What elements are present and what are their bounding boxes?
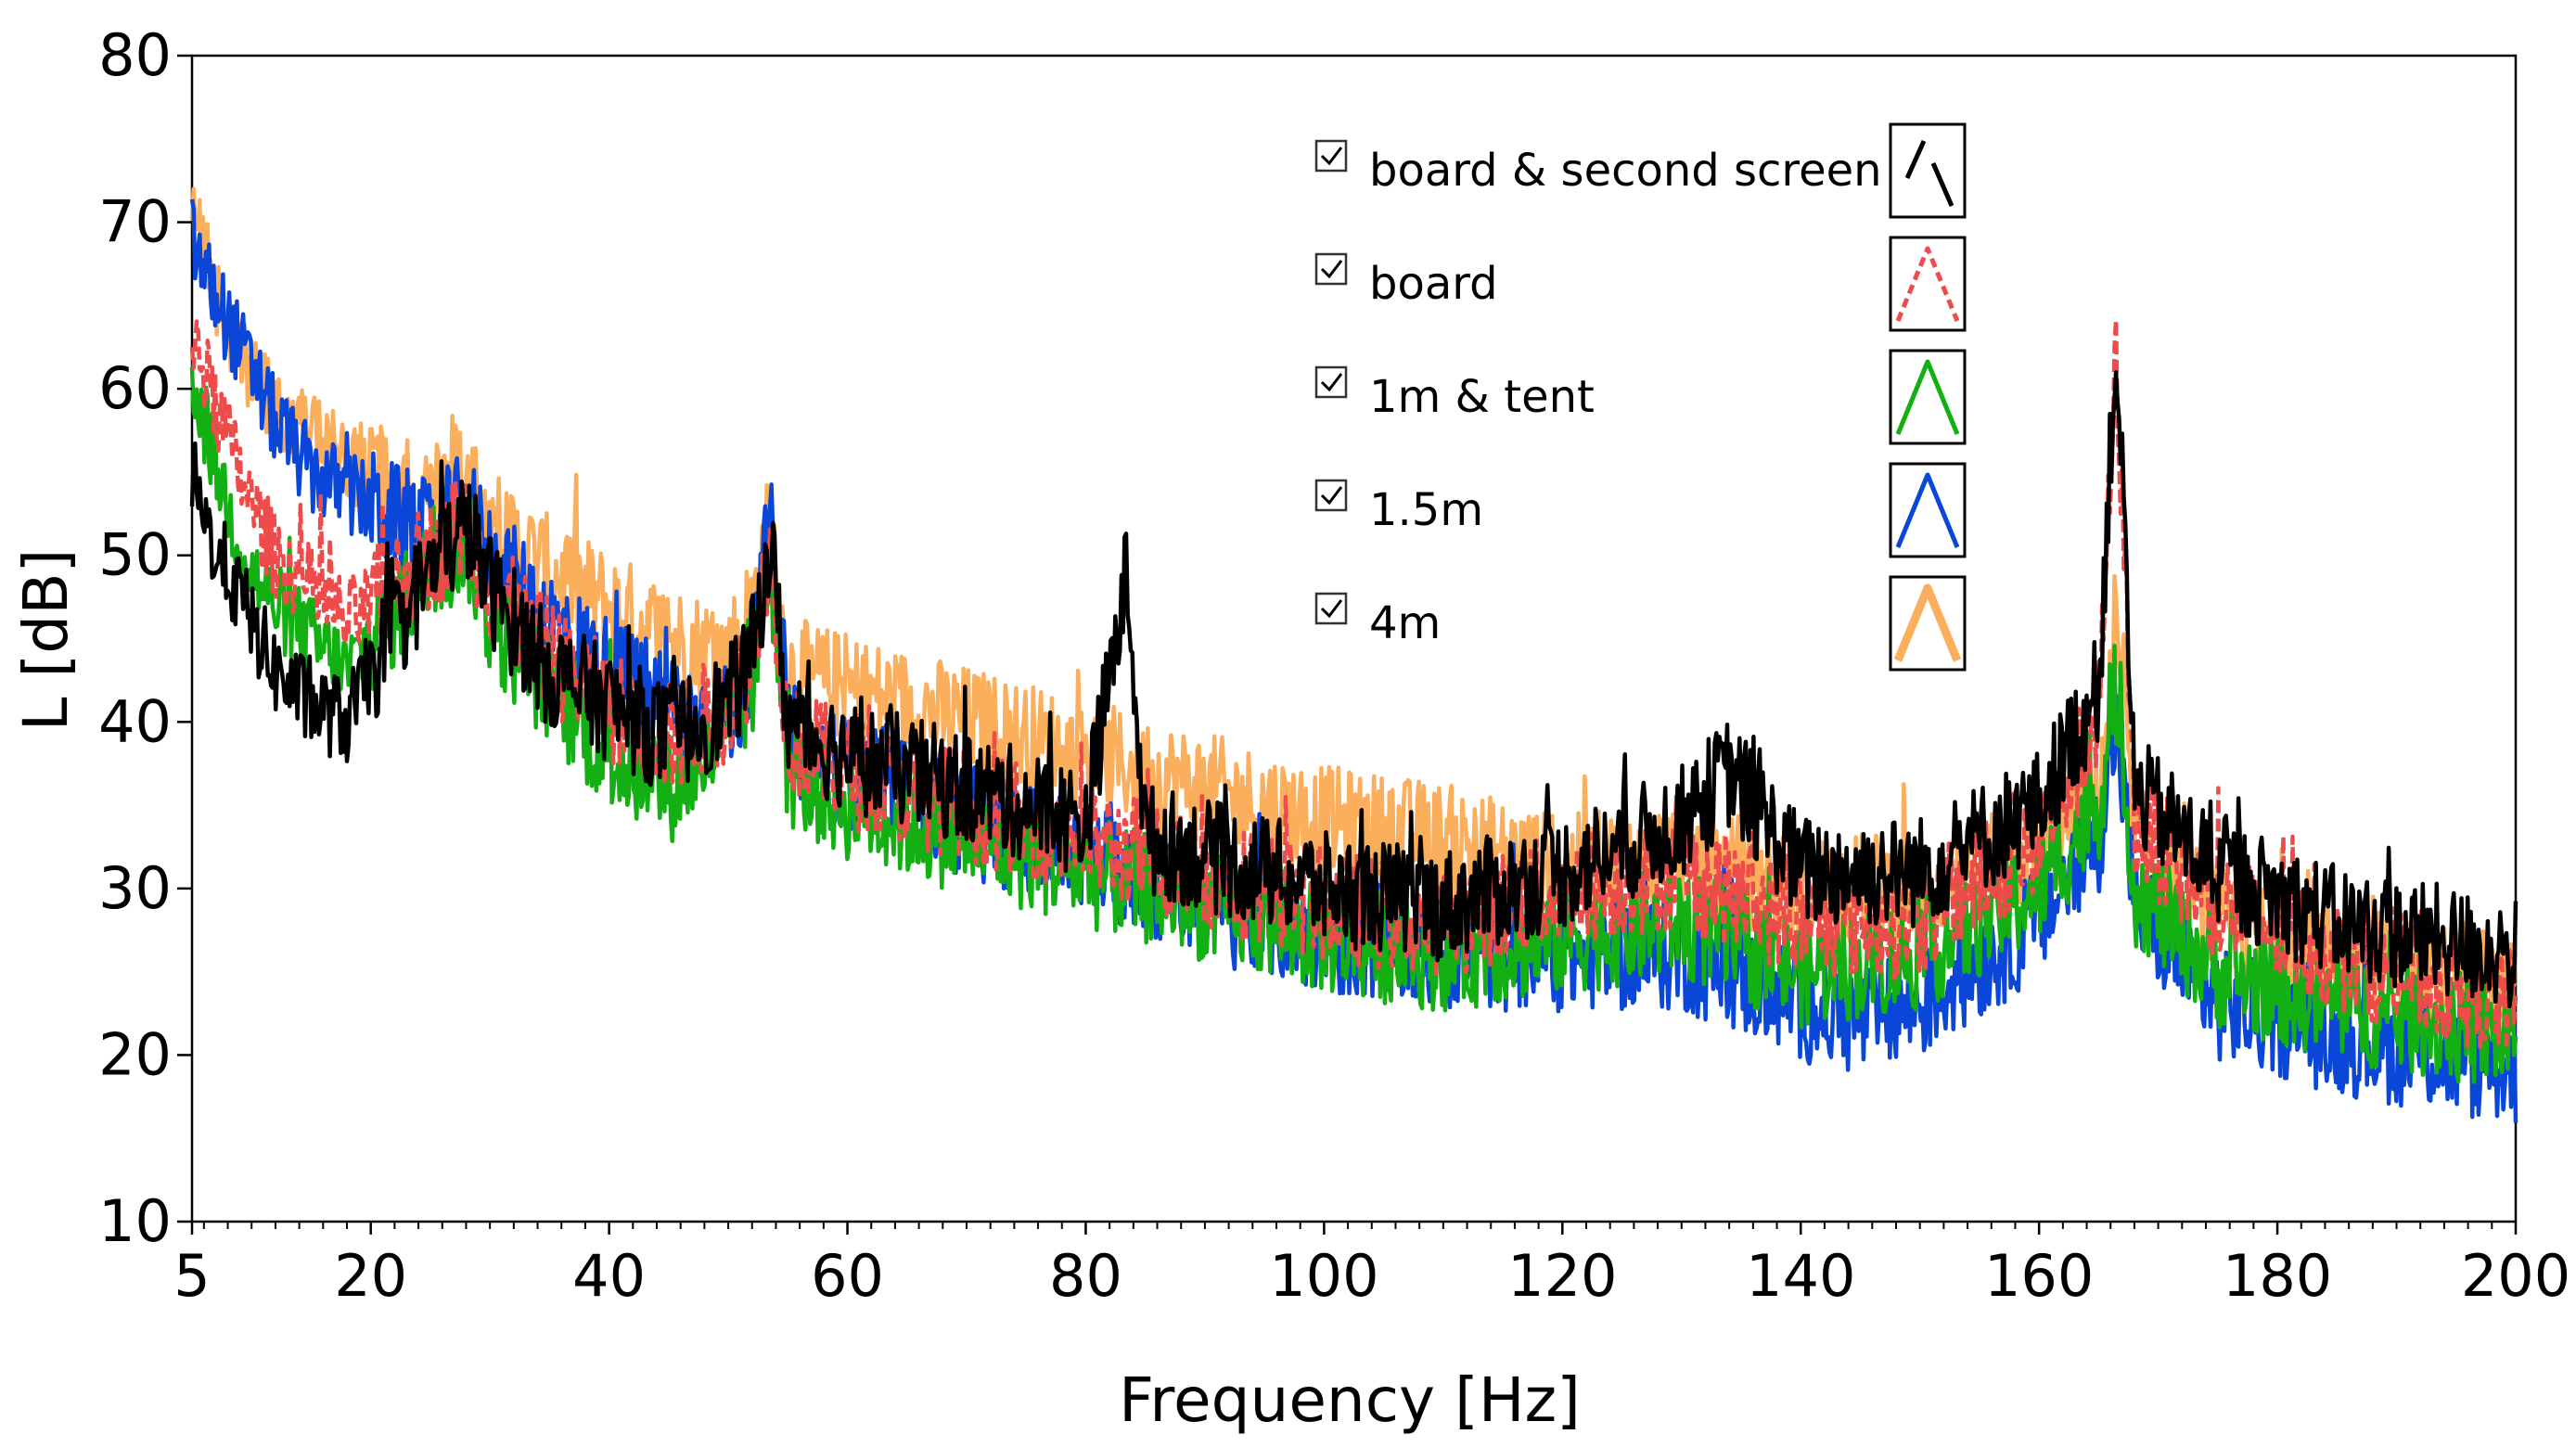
y-tick-label: 40 (98, 687, 172, 755)
x-tick-label: 80 (1049, 1242, 1122, 1310)
legend-checkbox[interactable] (1314, 252, 1348, 286)
checkmark-icon (1320, 373, 1343, 392)
y-tick-label: 80 (98, 21, 172, 89)
y-tick-label: 60 (98, 354, 172, 422)
y-tick-label: 30 (98, 854, 172, 922)
legend-line-sample (1904, 139, 1954, 207)
y-tick-label: 70 (98, 188, 172, 256)
checkmark-icon (1320, 486, 1343, 506)
legend-checkbox[interactable] (1314, 592, 1348, 625)
x-tick-label: 20 (334, 1242, 407, 1310)
y-tick-label: 10 (98, 1187, 172, 1255)
x-tick-label: 160 (1984, 1242, 2094, 1310)
checkmark-icon (1320, 147, 1343, 166)
y-tick-label: 50 (98, 521, 172, 589)
x-tick-label: 40 (572, 1242, 646, 1310)
x-axis-title: Frequency [Hz] (1119, 1364, 1581, 1436)
legend-checkbox[interactable] (1314, 139, 1348, 173)
legend-label: board (1369, 258, 1498, 310)
x-tick-label: 180 (2223, 1242, 2332, 1310)
series-line-4 (189, 370, 2518, 1009)
legend-label: 4m (1369, 597, 1441, 649)
legend-line-sample (1893, 583, 1962, 662)
x-tick-label: 100 (1269, 1242, 1378, 1310)
x-tick-label: 120 (1507, 1242, 1617, 1310)
legend-line-sample (1895, 472, 1960, 548)
x-tick-label: 200 (2461, 1242, 2570, 1310)
x-tick-label: 140 (1746, 1242, 1855, 1310)
checkmark-icon (1320, 599, 1343, 619)
x-minor-ticks (202, 1222, 2493, 1229)
x-axis: 5 20 40 60 80 100 120 140 160 180 200 (173, 1222, 2570, 1310)
y-axis: 10 20 30 40 50 60 70 80 (98, 21, 192, 1255)
legend-checkbox[interactable] (1314, 479, 1348, 512)
x-tick-label: 5 (173, 1242, 210, 1310)
y-axis-title: L [dB] (10, 549, 82, 731)
y-tick-label: 20 (98, 1020, 172, 1088)
x-tick-label: 60 (811, 1242, 884, 1310)
legend: board & second screen board 1m & tent 1.5m 4… (1314, 122, 1967, 672)
legend-label: 1m & tent (1369, 371, 1595, 423)
legend-line-sample (1895, 246, 1960, 322)
series-layer (189, 186, 2518, 1123)
legend-line-sample (1895, 359, 1960, 435)
legend-label: board & second screen (1369, 145, 1882, 197)
checkmark-icon (1320, 260, 1343, 279)
legend-swatch[interactable] (1889, 122, 1967, 219)
legend-checkbox[interactable] (1314, 365, 1348, 399)
legend-label: 1.5m (1369, 484, 1483, 536)
